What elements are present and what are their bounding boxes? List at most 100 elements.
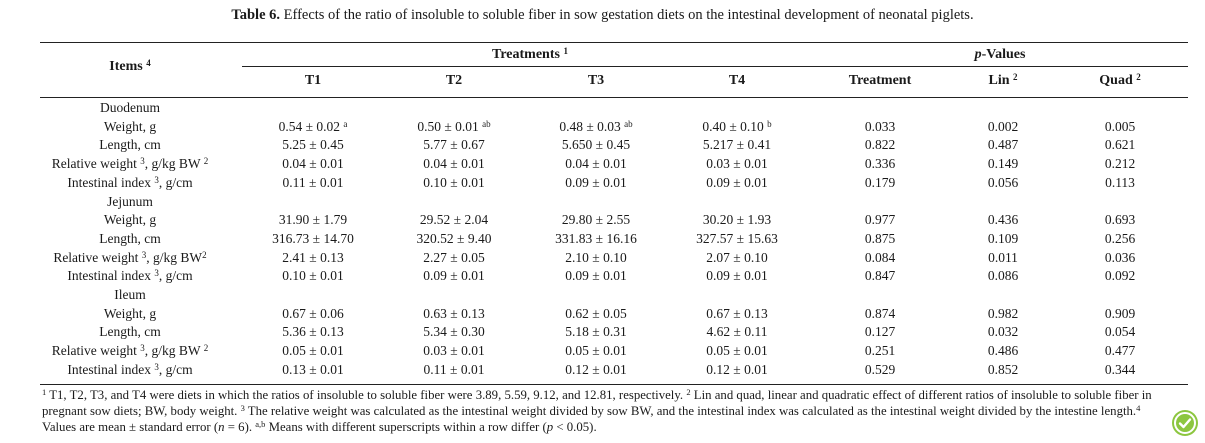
table-cell: 0.092 [1104,268,1136,284]
table-cell: 0.033 [864,118,896,134]
table-cell: 0.822 [864,137,896,153]
table-cell: 0.63 ± 0.13 [423,305,485,321]
table-cell: 5.34 ± 0.30 [423,324,485,340]
row-label: Relative weight 3, g/kg BW2 [53,249,207,265]
table-cell: 2.10 ± 0.10 [565,249,627,265]
caption-label: Table 6. [231,7,281,23]
header-treatments: Treatments 1 [492,46,568,63]
table-cell: 0.09 ± 0.01 [423,268,485,284]
row-label: Length, cm [99,137,161,153]
table-cell: 0.48 ± 0.03 ab [559,118,633,134]
table-cell: 0.529 [864,361,896,377]
table-cell: 0.693 [1104,212,1136,228]
table-cell: 0.874 [864,305,896,321]
table-cell: 0.67 ± 0.06 [282,305,344,321]
table-cell: 0.11 ± 0.01 [423,361,485,377]
table-cell: 0.036 [1104,249,1136,265]
table-cell: 331.83 ± 16.16 [555,230,637,246]
table-cell: 0.04 ± 0.01 [282,156,344,172]
table-cell: 31.90 ± 1.79 [278,212,348,228]
table-cell: 0.852 [987,361,1019,377]
table-cell: 0.09 ± 0.01 [565,268,627,284]
table-cell: 0.50 ± 0.01 ab [417,118,491,134]
table-cell: 0.113 [1105,174,1135,190]
table-cell: 2.07 ± 0.10 [706,249,768,265]
table-cell: 0.084 [864,249,896,265]
table-cell: 0.11 ± 0.01 [282,174,344,190]
table-cell: 0.212 [1104,156,1136,172]
table-cell: 0.12 ± 0.01 [565,361,627,377]
table-cell: 0.005 [1104,118,1136,134]
table-cell: 2.27 ± 0.05 [423,249,485,265]
table-cell: 5.18 ± 0.31 [565,324,627,340]
column-header-5: Lin 2 [988,72,1018,89]
header-pvalues: p-Values [974,47,1026,62]
section-label: Jejunum [107,193,153,209]
column-header-2: T3 [587,73,605,88]
table-cell: 0.909 [1104,305,1136,321]
column-header-4: Treatment [848,73,912,88]
table-cell: 0.05 ± 0.01 [282,343,344,359]
table-cell: 0.67 ± 0.13 [706,305,768,321]
row-label: Length, cm [99,230,161,246]
bottom-rule [40,384,1188,385]
row-label: Length, cm [99,324,161,340]
column-header-1: T2 [445,73,463,88]
table-cell: 0.336 [864,156,896,172]
table-cell: 0.054 [1104,324,1136,340]
table-cell: 5.650 ± 0.45 [561,137,631,153]
table-cell: 0.256 [1104,230,1136,246]
table-cell: 0.086 [987,268,1019,284]
table-cell: 0.40 ± 0.10 b [702,118,772,134]
check-leaf-icon[interactable] [1172,410,1198,436]
column-header-3: T4 [728,73,746,88]
table-cell: 0.977 [864,212,896,228]
table-cell: 327.57 ± 15.63 [696,230,778,246]
table-cell: 0.251 [864,343,896,359]
table-cell: 0.13 ± 0.01 [282,361,344,377]
column-header-6: Quad 2 [1099,72,1141,89]
table-cell: 0.127 [864,324,896,340]
header-rule [40,97,1188,98]
table-cell: 0.04 ± 0.01 [423,156,485,172]
table-cell: 0.344 [1104,361,1136,377]
table-cell: 0.056 [987,174,1019,190]
section-label: Duodenum [100,100,160,115]
table-cell: 0.875 [864,230,896,246]
table-cell: 0.477 [1104,343,1136,359]
table-cell: 0.486 [987,343,1019,359]
table-cell: 0.847 [864,268,896,284]
table-cell: 0.05 ± 0.01 [706,343,768,359]
row-label: Weight, g [103,118,157,134]
table-cell: 0.10 ± 0.01 [423,174,485,190]
table-cell: 0.149 [987,156,1019,172]
table-cell: 0.05 ± 0.01 [565,343,627,359]
table-cell: 0.011 [988,249,1018,265]
table-cell: 0.032 [987,324,1019,340]
table-cell: 2.41 ± 0.13 [282,249,344,265]
table-cell: 316.73 ± 14.70 [272,230,354,246]
table-cell: 0.09 ± 0.01 [706,174,768,190]
table-cell: 0.62 ± 0.05 [565,305,627,321]
table-cell: 0.10 ± 0.01 [282,268,344,284]
pvalues-rule [808,66,1188,67]
row-label: Relative weight 3, g/kg BW 2 [51,343,209,359]
table-cell: 5.36 ± 0.13 [282,324,344,340]
table-cell: 320.52 ± 9.40 [416,230,492,246]
table-cell: 4.62 ± 0.11 [706,324,768,340]
table-cell: 0.09 ± 0.01 [706,268,768,284]
table-cell: 0.179 [864,174,896,190]
table-caption: Table 6. Effects of the ratio of insolub… [0,7,1205,24]
column-header-0: T1 [304,73,322,88]
table-cell: 0.109 [987,230,1019,246]
table-cell: 0.436 [987,212,1019,228]
table-cell: 0.04 ± 0.01 [565,156,627,172]
row-label: Relative weight 3, g/kg BW 2 [51,156,209,172]
table-cell: 0.09 ± 0.01 [565,174,627,190]
row-label: Weight, g [103,305,157,321]
table-cell: 0.03 ± 0.01 [423,343,485,359]
table-cell: 5.77 ± 0.67 [423,137,485,153]
row-label: Intestinal index 3, g/cm [67,174,193,190]
table-cell: 0.002 [987,118,1019,134]
table-cell: 0.487 [987,137,1019,153]
